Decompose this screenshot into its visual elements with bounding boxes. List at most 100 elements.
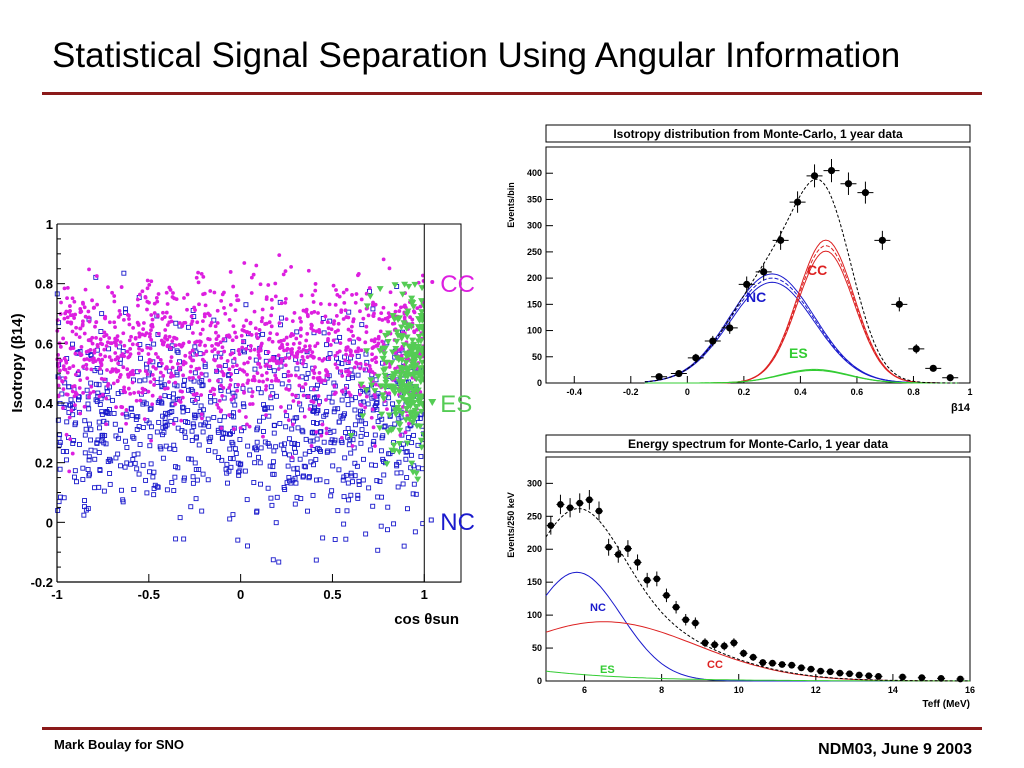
cc-point xyxy=(166,343,170,348)
cc-point xyxy=(150,402,155,407)
nc-point xyxy=(144,418,150,424)
es-point xyxy=(404,308,412,315)
nc-point xyxy=(344,367,350,373)
nc-point xyxy=(121,270,127,276)
nc-point xyxy=(382,401,388,407)
nc-point xyxy=(289,426,295,432)
nc-point xyxy=(226,372,232,377)
cc-point xyxy=(104,396,109,401)
nc-point xyxy=(144,365,150,371)
cc-point xyxy=(412,330,417,335)
cc-point xyxy=(248,344,253,348)
nc-point xyxy=(268,495,274,501)
nc-point xyxy=(410,387,416,393)
cc-point xyxy=(407,358,412,362)
nc-point xyxy=(185,408,191,413)
cc-point xyxy=(287,387,291,392)
nc-point xyxy=(260,331,266,337)
nc-point xyxy=(270,557,276,563)
nc-point xyxy=(186,387,191,393)
cc-point xyxy=(147,334,152,339)
nc-point xyxy=(173,536,179,542)
nc-point xyxy=(183,419,188,425)
nc-point xyxy=(347,437,353,443)
cc-point xyxy=(57,341,62,346)
es-point xyxy=(410,362,418,369)
nc-point xyxy=(278,315,284,321)
y-tick-label: 0.6 xyxy=(35,336,53,351)
cc-point xyxy=(316,378,321,383)
cc-point xyxy=(264,371,269,375)
cc-point xyxy=(105,383,110,388)
cc-point xyxy=(202,359,207,364)
es-point xyxy=(410,416,418,423)
es-point xyxy=(413,403,421,410)
cc-point xyxy=(345,345,350,350)
es-point xyxy=(389,373,397,380)
cc-point xyxy=(392,321,397,326)
cc-point xyxy=(133,336,138,341)
es-point xyxy=(396,315,404,322)
energy-data-point xyxy=(846,670,853,678)
cc-point xyxy=(200,357,205,362)
es-point xyxy=(412,411,420,418)
cc-point xyxy=(273,294,278,299)
nc-point xyxy=(282,451,288,457)
cc-point xyxy=(301,347,306,352)
cc-point xyxy=(120,405,125,410)
cc-point xyxy=(351,317,356,322)
es-point xyxy=(408,348,416,355)
cc-point xyxy=(415,366,420,371)
es-point xyxy=(413,411,421,418)
cc-point xyxy=(274,361,279,366)
cc-point xyxy=(178,400,183,404)
cc-point xyxy=(178,321,182,325)
nc-point xyxy=(342,411,348,417)
cc-point xyxy=(136,390,141,395)
cc-point xyxy=(313,288,318,293)
cc-point xyxy=(291,399,296,403)
cc-point xyxy=(150,322,155,327)
es-point xyxy=(379,345,387,352)
nc-point xyxy=(106,346,112,352)
cc-point xyxy=(314,329,319,334)
cc-point xyxy=(127,317,131,321)
cc-point xyxy=(58,368,62,373)
nc-point xyxy=(72,422,78,428)
nc-point xyxy=(396,459,402,465)
footer-divider xyxy=(42,727,982,730)
nc-point xyxy=(292,449,298,455)
nc-point xyxy=(242,468,248,474)
cc-point xyxy=(189,364,194,369)
nc-point xyxy=(398,390,404,396)
nc-point xyxy=(390,449,395,454)
nc-point xyxy=(143,477,149,483)
cc-point xyxy=(114,343,119,348)
nc-point xyxy=(279,381,285,387)
nc-point xyxy=(294,494,300,500)
nc-point xyxy=(354,463,360,469)
iso-y-tick-label: 400 xyxy=(527,168,542,178)
cc-point xyxy=(92,350,97,355)
nc-point xyxy=(351,445,357,451)
nc-point xyxy=(343,472,349,478)
nc-point xyxy=(271,430,277,436)
nc-point xyxy=(345,376,351,381)
nc-point xyxy=(123,306,128,312)
nc-point xyxy=(141,399,147,405)
cc-point xyxy=(327,356,332,360)
nc-point xyxy=(191,351,196,357)
nc-point xyxy=(286,436,292,442)
cc-point xyxy=(160,361,164,366)
cc-point xyxy=(130,368,135,373)
cc-point xyxy=(369,338,374,343)
cc-point xyxy=(102,347,107,352)
cc-point xyxy=(393,302,398,307)
nc-point xyxy=(415,415,420,421)
iso-x-axis-title: β14 xyxy=(951,402,971,414)
nc-point xyxy=(143,401,149,407)
nc-point xyxy=(123,438,128,444)
cc-point xyxy=(199,372,204,376)
cc-point xyxy=(255,336,260,340)
iso-data-point xyxy=(912,345,920,353)
